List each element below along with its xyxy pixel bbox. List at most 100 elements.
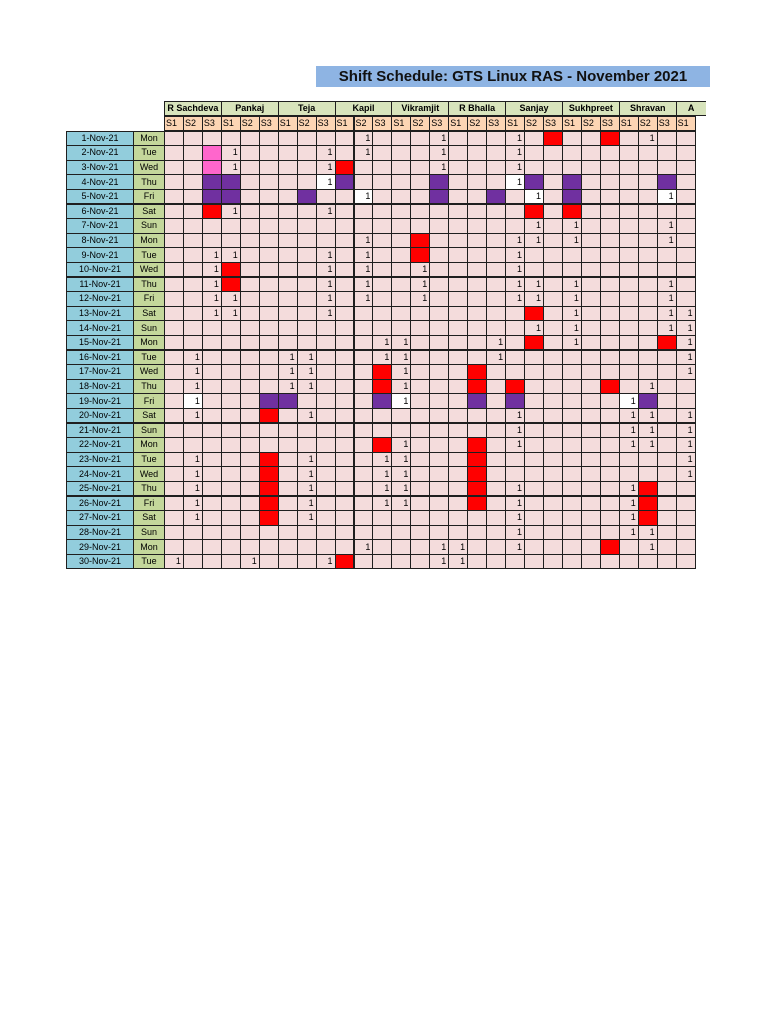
shift-cell bbox=[201, 422, 222, 439]
shift-cell: 1 bbox=[182, 407, 203, 424]
shift-cell bbox=[334, 524, 355, 541]
day-cell: Thu bbox=[133, 174, 165, 190]
shift-cell bbox=[334, 364, 355, 380]
shift-cell bbox=[561, 261, 582, 278]
shift-cell bbox=[580, 174, 601, 190]
shift-cell: 1 bbox=[372, 466, 393, 482]
shift-cell bbox=[448, 393, 469, 409]
shift-cell bbox=[599, 188, 620, 205]
shift-cell bbox=[391, 130, 412, 147]
shift-cell bbox=[164, 334, 184, 351]
shift-cell: 1 bbox=[637, 130, 658, 147]
shift-cell bbox=[599, 334, 620, 351]
shift-cell bbox=[410, 159, 431, 176]
shift-cell bbox=[239, 276, 260, 293]
date-cell: 23-Nov-21 bbox=[66, 451, 134, 468]
shift-cell bbox=[164, 159, 184, 176]
shift-cell bbox=[580, 553, 601, 570]
shift-cell bbox=[353, 378, 374, 395]
shift-cell bbox=[675, 188, 696, 205]
shift-cell bbox=[599, 159, 620, 176]
shift-cell: 1 bbox=[353, 276, 374, 293]
shift-cell bbox=[258, 218, 279, 234]
shift-cell bbox=[675, 218, 696, 234]
shift-cell bbox=[618, 349, 639, 366]
shift-cell bbox=[448, 203, 469, 220]
shift-cell bbox=[220, 495, 241, 512]
shift-cell bbox=[334, 393, 355, 409]
shift-cell bbox=[182, 247, 203, 263]
shift-cell bbox=[277, 539, 298, 555]
shift-cell: 1 bbox=[675, 451, 696, 468]
shift-cell bbox=[675, 203, 696, 220]
shift-cell bbox=[220, 364, 241, 380]
shift-cell bbox=[277, 466, 298, 482]
shift-cell bbox=[239, 218, 260, 234]
shift-cell bbox=[258, 451, 279, 468]
shift-cell bbox=[543, 305, 563, 322]
shift-cell bbox=[675, 495, 696, 512]
shift-cell bbox=[580, 203, 601, 220]
shift-cell bbox=[201, 203, 222, 220]
shift-cell bbox=[656, 378, 677, 395]
shift-cell bbox=[391, 261, 412, 278]
shift-cell bbox=[580, 145, 601, 161]
shift-cell bbox=[182, 437, 203, 453]
shift-cell bbox=[201, 218, 222, 234]
shift-cell bbox=[599, 247, 620, 263]
shift-cell bbox=[656, 364, 677, 380]
shift-cell bbox=[524, 261, 544, 278]
shift-cell bbox=[599, 261, 620, 278]
shift-cell bbox=[239, 495, 260, 512]
shift-cell bbox=[561, 451, 582, 468]
shift-cell bbox=[239, 407, 260, 424]
shift-cell bbox=[164, 320, 184, 336]
shift-cell bbox=[334, 159, 355, 176]
shift-cell bbox=[618, 232, 639, 249]
shift-cell bbox=[599, 495, 620, 512]
shift-cell bbox=[524, 510, 544, 526]
shift-cell bbox=[543, 524, 563, 541]
shift-cell bbox=[656, 553, 677, 570]
shift-cell: 1 bbox=[315, 203, 336, 220]
shift-cell: 1 bbox=[505, 539, 526, 555]
shift-header: S2 bbox=[353, 116, 374, 131]
shift-cell bbox=[429, 320, 450, 336]
shift-cell bbox=[239, 364, 260, 380]
shift-cell bbox=[410, 437, 431, 453]
shift-cell: 1 bbox=[656, 188, 677, 205]
shift-cell bbox=[543, 247, 563, 263]
shift-cell bbox=[410, 145, 431, 161]
shift-cell bbox=[505, 364, 526, 380]
shift-cell bbox=[201, 466, 222, 482]
shift-cell bbox=[182, 553, 203, 570]
shift-cell bbox=[618, 218, 639, 234]
shift-cell bbox=[580, 247, 601, 263]
shift-cell bbox=[353, 393, 374, 409]
shift-cell bbox=[675, 553, 696, 570]
shift-cell bbox=[467, 510, 488, 526]
shift-cell bbox=[220, 174, 241, 190]
shift-cell bbox=[372, 276, 393, 293]
shift-cell bbox=[486, 539, 507, 555]
date-cell: 6-Nov-21 bbox=[66, 203, 134, 220]
shift-cell bbox=[486, 305, 507, 322]
shift-cell bbox=[258, 247, 279, 263]
shift-cell bbox=[543, 510, 563, 526]
shift-cell bbox=[580, 422, 601, 439]
shift-cell bbox=[277, 145, 298, 161]
shift-cell bbox=[637, 291, 658, 307]
shift-cell bbox=[467, 130, 488, 147]
shift-cell bbox=[391, 159, 412, 176]
shift-cell bbox=[182, 305, 203, 322]
shift-cell bbox=[580, 378, 601, 395]
shift-cell bbox=[220, 524, 241, 541]
shift-cell bbox=[353, 422, 374, 439]
day-cell: Wed bbox=[133, 159, 165, 176]
shift-cell: 1 bbox=[524, 320, 544, 336]
shift-cell bbox=[410, 232, 431, 249]
shift-cell bbox=[656, 174, 677, 190]
shift-cell bbox=[486, 466, 507, 482]
shift-cell bbox=[410, 466, 431, 482]
shift-cell bbox=[505, 466, 526, 482]
